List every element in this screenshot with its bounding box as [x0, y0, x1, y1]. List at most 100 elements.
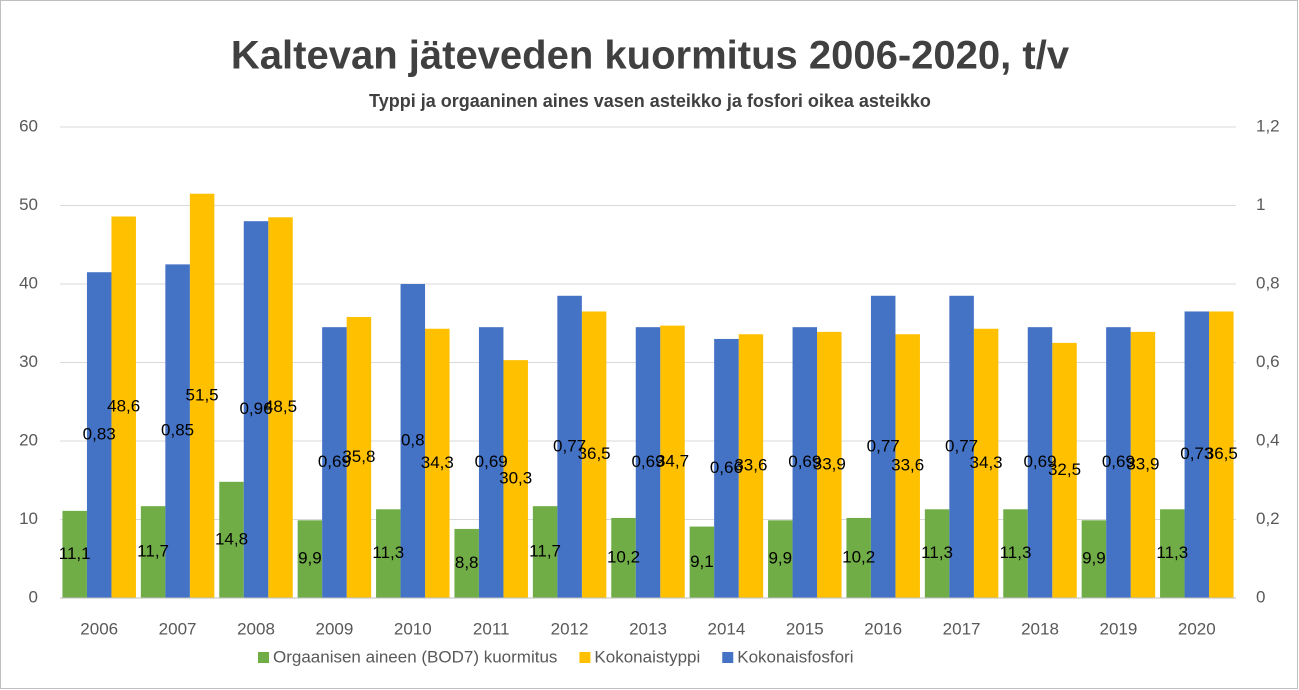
bar: [400, 284, 426, 598]
bar: [611, 517, 636, 598]
bar: [1184, 311, 1210, 598]
x-tick-label: 2017: [943, 619, 981, 638]
data-label: 36,5: [578, 444, 611, 463]
bar: [660, 325, 685, 598]
x-tick-label: 2020: [1178, 619, 1216, 638]
data-label: 0,69: [631, 452, 664, 471]
bar: [346, 316, 372, 598]
y-tick-label: 60: [19, 116, 38, 135]
data-label: 0,66: [710, 458, 743, 477]
data-label: 10,2: [607, 547, 640, 566]
y-tick-label: 20: [19, 430, 38, 449]
bar: [189, 193, 215, 598]
bar: [1003, 509, 1028, 598]
bar: [503, 360, 528, 598]
data-label: 34,7: [656, 451, 689, 470]
bar: [219, 481, 244, 598]
data-label: 0,83: [83, 425, 116, 444]
bar: [62, 510, 87, 598]
y-tick-label: 50: [19, 195, 38, 214]
data-label: 11,3: [1000, 543, 1032, 562]
bar: [895, 334, 920, 598]
bar: [1027, 327, 1053, 598]
bar: [949, 295, 974, 598]
bar: [86, 272, 112, 598]
y-tick-label: 40: [19, 273, 38, 292]
data-label: 11,3: [921, 543, 953, 562]
data-label: 0,73: [1180, 444, 1213, 463]
data-label: 33,6: [891, 456, 924, 475]
data-label: 0,77: [867, 436, 900, 455]
x-tick-label: 2006: [80, 619, 118, 638]
data-label: 30,3: [499, 469, 532, 488]
data-label: 0,69: [788, 452, 821, 471]
data-label: 36,5: [1205, 444, 1238, 463]
x-tick-label: 2007: [159, 619, 197, 638]
legend-swatch: [722, 652, 734, 663]
y-tick-label: 30: [19, 352, 38, 371]
data-label: 32,5: [1048, 460, 1081, 479]
data-label: 11,3: [372, 543, 404, 562]
bar: [1081, 520, 1107, 598]
y2-tick-label: 0: [1256, 587, 1265, 606]
bar: [738, 334, 764, 598]
data-label: 9,9: [768, 549, 792, 568]
x-tick-label: 2019: [1099, 619, 1137, 638]
bar: [635, 327, 661, 598]
bar: [297, 520, 323, 598]
bar: [1106, 327, 1131, 598]
chart-title: Kaltevan jäteveden kuormitus 2006-2020, …: [231, 34, 1070, 78]
x-tick-label: 2016: [864, 619, 902, 638]
data-label: 0,8: [401, 430, 425, 449]
bar: [243, 221, 269, 598]
x-tick-label: 2012: [551, 619, 589, 638]
legend-label: Kokonaisfosfori: [737, 647, 853, 666]
data-label: 33,9: [1126, 454, 1159, 473]
bar: [714, 338, 739, 598]
y2-tick-label: 1,2: [1256, 116, 1280, 135]
data-label: 33,6: [734, 456, 767, 475]
x-tick-label: 2009: [315, 619, 353, 638]
x-tick-label: 2013: [629, 619, 667, 638]
data-label: 0,77: [553, 436, 586, 455]
data-label: 8,8: [455, 553, 479, 572]
bar: [478, 327, 504, 598]
y-tick-label: 0: [29, 587, 38, 606]
legend-swatch: [258, 652, 269, 663]
bar: [1209, 311, 1234, 598]
x-tick-label: 2018: [1021, 619, 1059, 638]
bar: [973, 328, 999, 598]
y2-tick-label: 0,2: [1256, 509, 1280, 528]
data-label: 35,8: [342, 447, 375, 466]
data-label: 48,5: [264, 397, 297, 416]
data-label: 9,9: [1082, 549, 1106, 568]
y2-tick-label: 0,4: [1256, 430, 1280, 449]
data-label: 0,69: [318, 452, 351, 471]
x-tick-label: 2011: [473, 619, 510, 638]
bar: [140, 506, 166, 598]
bar: [817, 331, 842, 598]
data-label: 51,5: [186, 385, 219, 404]
bar: [1052, 342, 1077, 598]
bar: [268, 217, 293, 598]
bar: [454, 528, 479, 598]
y2-tick-label: 1: [1256, 195, 1265, 214]
data-label: 34,3: [421, 453, 454, 472]
data-label: 10,2: [842, 547, 875, 566]
bar: [1130, 331, 1156, 598]
bar: [1160, 509, 1185, 598]
data-label: 0,69: [475, 452, 508, 471]
x-tick-label: 2010: [394, 619, 432, 638]
data-label: 0,69: [1023, 452, 1056, 471]
x-tick-label: 2014: [707, 619, 745, 638]
bar: [557, 295, 582, 598]
data-label: 11,7: [529, 542, 561, 561]
legend-label: Kokonaistyppi: [594, 647, 700, 666]
bar: [870, 295, 896, 598]
y2-tick-label: 0,6: [1256, 352, 1280, 371]
data-label: 0,85: [161, 421, 194, 440]
data-label: 48,6: [107, 397, 140, 416]
data-label: 0,77: [945, 436, 978, 455]
bar: [846, 517, 871, 598]
